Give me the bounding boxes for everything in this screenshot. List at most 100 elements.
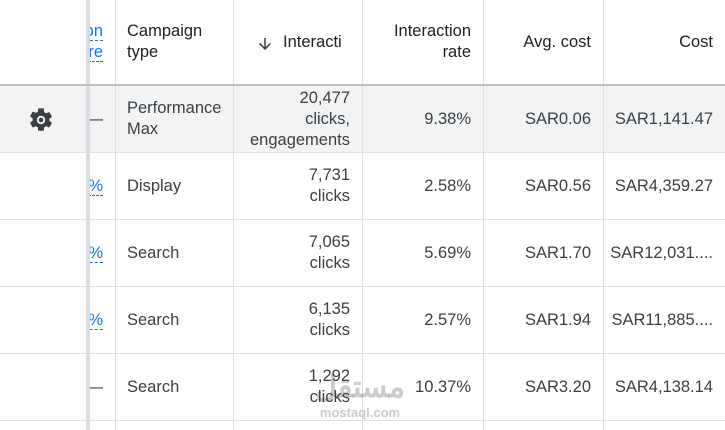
cell-text: 5.69% [424, 243, 471, 262]
cell-text: SAR12,031.... [610, 243, 713, 262]
cell-line: — [90, 377, 103, 398]
cell-line: engagements [250, 130, 350, 151]
cell-line: SAR11,885.... [611, 310, 713, 331]
cell-text: Cost [679, 32, 713, 51]
cell-text: — [90, 110, 103, 128]
cell-line: SAR1,141.47 [615, 109, 713, 130]
cell-line: Cost [679, 32, 713, 53]
table-cell: SAR1.94 [483, 287, 603, 353]
sort-arrow[interactable] [256, 35, 274, 53]
cell-text: engagements [250, 130, 350, 149]
table-cell: SAR3.20 [483, 354, 603, 420]
watermark: مستقل [315, 371, 405, 404]
cell-line: clicks [310, 387, 350, 408]
cell-line: 20,477 [300, 88, 350, 109]
table-cell: SAR4,359.27 [603, 153, 725, 219]
table-cell: Search [115, 354, 233, 420]
cell-line: 5.69% [424, 243, 471, 264]
cell-text: 9.38% [424, 109, 471, 128]
cell-text: Search [127, 310, 180, 329]
table-cell: 2.58% [362, 153, 483, 219]
column-header: Interaction rate [362, 0, 483, 84]
cell-line: 7,731 [309, 165, 350, 186]
cell-line: Max [127, 119, 158, 140]
cell-text: Campaign [127, 22, 203, 40]
cell-line: clicks [310, 186, 350, 207]
cell-text: Max [127, 120, 159, 138]
cell-text: % [90, 176, 103, 196]
cell-text: 2.57% [424, 310, 471, 329]
table-cell: SAR12,031.... [603, 220, 725, 286]
table-cell: 5% [90, 220, 115, 286]
cell-text: SAR4,359.27 [614, 176, 713, 195]
cell-text: Display [127, 176, 182, 195]
header-border [0, 84, 725, 86]
cell-line: clicks, [305, 109, 350, 130]
table-cell: SAR4,138.14 [603, 354, 725, 420]
cell-line: 7,065 [309, 232, 350, 253]
cell-text: on [90, 22, 103, 41]
row-divider [0, 420, 725, 421]
table-cell: SAR0.06 [483, 86, 603, 152]
cell-line: 3% [90, 310, 103, 331]
cell-text: — [90, 378, 103, 396]
row-divider [0, 286, 725, 287]
table-cell: 7,731 clicks [233, 153, 362, 219]
cell-line: Interaction [394, 21, 471, 42]
cell-line: Avg. cost [523, 32, 591, 53]
cell-line: SAR12,031.... [610, 243, 713, 264]
cell-text: clicks, [305, 109, 350, 128]
cell-line: 5% [90, 243, 103, 264]
cell-line: SAR4,138.14 [615, 377, 713, 398]
cell-text: Search [127, 377, 180, 396]
cell-text: re [90, 43, 103, 62]
cell-text: Avg. cost [523, 32, 591, 51]
cell-text: 7,065 [308, 233, 350, 251]
cell-text: SAR0.06 [524, 109, 591, 128]
cell-line: 2.57% [424, 310, 471, 331]
table-cell: — [90, 86, 115, 152]
table-cell: % [90, 153, 115, 219]
cell-line: 2.58% [424, 176, 471, 197]
table-cell: 6,135 clicks [233, 287, 362, 353]
cell-line: % [90, 176, 103, 197]
cell-text: SAR4,138.14 [614, 377, 713, 396]
cell-line: SAR1.94 [525, 310, 591, 331]
cell-text: clicks [309, 187, 350, 205]
cell-text: SAR11,885.... [611, 310, 713, 329]
cell-text: 2.58% [424, 176, 471, 195]
cell-text: SAR3.20 [524, 377, 591, 396]
column-header: Interacti [271, 0, 400, 84]
cell-line: 1,292 [309, 366, 350, 387]
cell-line: re [90, 42, 103, 63]
row-divider [0, 353, 725, 354]
cell-line: SAR4,359.27 [615, 176, 713, 197]
cell-text: SAR1.94 [524, 310, 591, 329]
cell-text: SAR1,141.47 [614, 109, 713, 128]
settings-icon[interactable] [27, 106, 55, 134]
column-divider [603, 0, 604, 430]
cell-line: Campaign [127, 21, 202, 42]
cell-text: 1,292 [308, 367, 350, 385]
cell-text: 6,135 [308, 300, 350, 318]
table-cell: 7,065 clicks [233, 220, 362, 286]
row-divider [0, 219, 725, 220]
cell-text: clicks [309, 321, 350, 339]
table-cell: 3% [90, 287, 115, 353]
cell-text: type [127, 43, 159, 61]
cell-line: Display [127, 176, 181, 197]
cell-text: rate [442, 43, 471, 61]
column-divider [115, 0, 116, 430]
watermark: mostaql.com [319, 405, 401, 420]
table-cell: SAR1,141.47 [603, 86, 725, 152]
cell-line: on [90, 21, 103, 42]
table-cell: — [90, 354, 115, 420]
table-cell: 9.38% [362, 86, 483, 152]
cell-text: 3% [90, 310, 103, 330]
cell-line: Search [127, 377, 179, 398]
column-divider [233, 0, 234, 430]
cell-line: SAR3.20 [525, 377, 591, 398]
cell-line: — [90, 109, 103, 130]
cell-text: 10.37% [415, 377, 471, 396]
